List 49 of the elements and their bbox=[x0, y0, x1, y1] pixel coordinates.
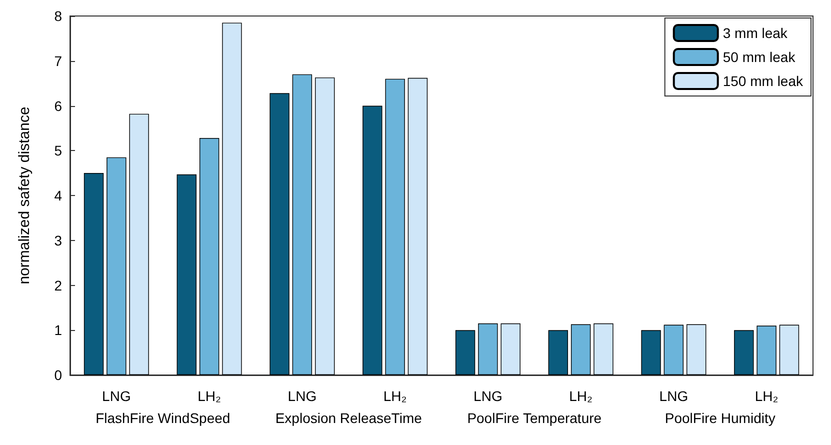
bar bbox=[594, 323, 614, 375]
bar bbox=[385, 78, 405, 375]
x-tick-label: LNG bbox=[288, 388, 317, 404]
bar bbox=[129, 114, 149, 375]
bar bbox=[664, 324, 684, 375]
bar bbox=[478, 323, 498, 375]
y-tick-label: 2 bbox=[54, 277, 62, 294]
y-tick-label: 0 bbox=[54, 367, 62, 383]
legend-label: 50 mm leak bbox=[722, 49, 796, 65]
legend-label: 150 mm leak bbox=[722, 73, 804, 89]
bar bbox=[222, 22, 242, 375]
text: PoolFire Humidity bbox=[664, 410, 776, 426]
bar bbox=[548, 330, 568, 375]
y-tick-label: 1 bbox=[54, 322, 62, 338]
bar bbox=[314, 77, 335, 375]
y-axis-title: normalized safety distance bbox=[16, 106, 33, 284]
x-tick-label: LH₂ bbox=[754, 388, 778, 404]
bar bbox=[455, 330, 476, 375]
bar bbox=[641, 330, 661, 375]
y-tick-label: 6 bbox=[54, 98, 62, 114]
x-tick-label: LNG bbox=[659, 388, 688, 404]
x-tick-label: LNG bbox=[474, 388, 502, 404]
legend-label: 3 mm leak bbox=[722, 25, 788, 41]
text: Explosion ReleaseTime bbox=[275, 410, 422, 426]
x-tick-label: LNG bbox=[102, 388, 131, 404]
bar bbox=[756, 326, 776, 375]
bar bbox=[270, 93, 290, 375]
y-tick-label: 5 bbox=[54, 142, 62, 159]
bar bbox=[570, 324, 591, 375]
bar bbox=[176, 174, 197, 375]
y-tick-label: 7 bbox=[54, 52, 62, 69]
bar bbox=[292, 74, 312, 375]
x-tick-label: LH₂ bbox=[569, 388, 592, 404]
text: FlashFire WindSpeed bbox=[96, 410, 230, 426]
y-tick-label: 8 bbox=[54, 8, 62, 24]
bar bbox=[686, 324, 706, 375]
bar bbox=[779, 324, 800, 375]
bar bbox=[734, 330, 754, 375]
y-tick-label: 4 bbox=[54, 188, 62, 204]
bar bbox=[362, 106, 382, 375]
bar bbox=[408, 78, 428, 375]
x-tick-label: LH₂ bbox=[198, 388, 221, 404]
bar bbox=[500, 323, 520, 375]
bar bbox=[106, 157, 126, 375]
y-tick-label: 3 bbox=[54, 232, 62, 248]
bar bbox=[199, 138, 220, 375]
x-tick-label: LH₂ bbox=[383, 388, 407, 404]
text: PoolFire Temperature bbox=[467, 410, 602, 426]
bar bbox=[84, 173, 104, 375]
